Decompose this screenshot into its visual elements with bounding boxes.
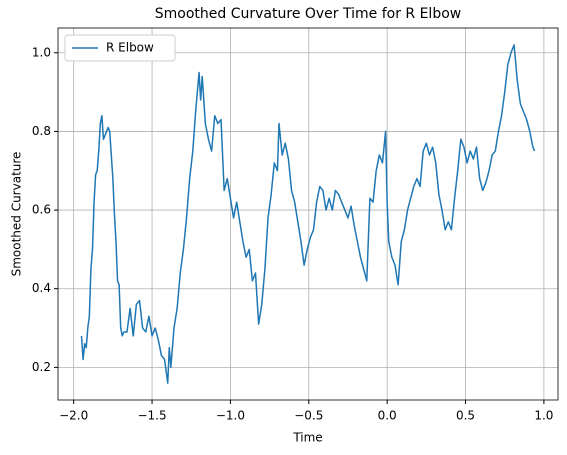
- x-tick-label: 1.0: [534, 409, 553, 423]
- x-tick-label: −2.0: [59, 409, 88, 423]
- y-axis-label: Smoothed Curvature: [10, 152, 24, 277]
- x-tick-label: 0.0: [378, 409, 397, 423]
- data-line: [80, 44, 536, 384]
- y-tick-label: 1.0: [32, 45, 51, 59]
- x-tick-label: −0.5: [294, 409, 323, 423]
- y-tick-label: 0.4: [32, 281, 51, 295]
- x-axis-label: Time: [292, 431, 322, 445]
- chart-title: Smoothed Curvature Over Time for R Elbow: [155, 6, 461, 22]
- x-tick-label: −1.0: [216, 409, 245, 423]
- legend-label: R Elbow: [106, 41, 154, 55]
- y-tick-label: 0.6: [32, 203, 51, 217]
- plot-frame: [57, 27, 559, 401]
- y-tick-label: 0.8: [32, 124, 51, 138]
- legend-box: [64, 34, 176, 62]
- x-tick-label: −1.5: [137, 409, 166, 423]
- y-tick-label: 0.2: [32, 360, 51, 374]
- x-tick-label: 0.5: [456, 409, 475, 423]
